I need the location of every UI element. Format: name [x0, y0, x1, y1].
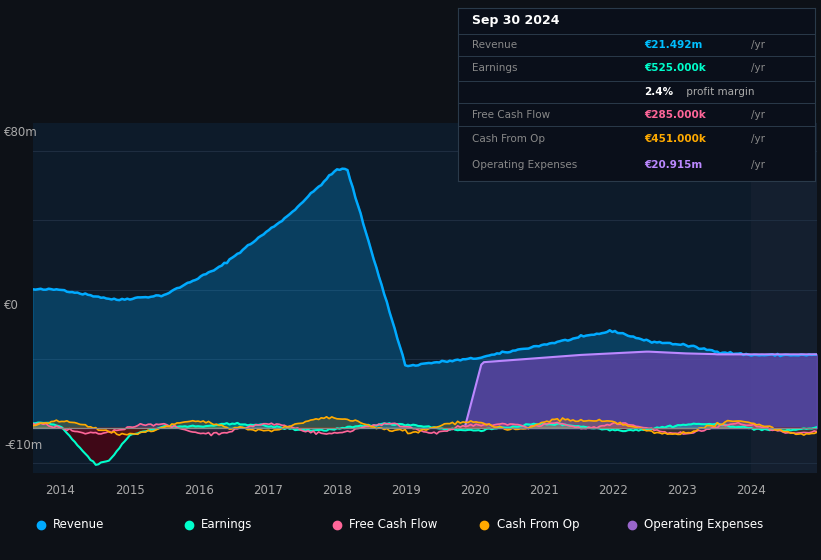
Text: 2016: 2016	[184, 484, 213, 497]
Text: 2023: 2023	[667, 484, 697, 497]
Bar	[751, 123, 821, 473]
Text: /yr: /yr	[751, 134, 765, 143]
Text: Revenue: Revenue	[472, 40, 517, 50]
Text: 2.4%: 2.4%	[644, 87, 673, 97]
Text: 2019: 2019	[391, 484, 421, 497]
Text: Free Cash Flow: Free Cash Flow	[472, 110, 551, 120]
Text: Operating Expenses: Operating Expenses	[472, 161, 578, 170]
Text: €20.915m: €20.915m	[644, 161, 702, 170]
Text: €525.000k: €525.000k	[644, 63, 705, 73]
Text: Free Cash Flow: Free Cash Flow	[349, 518, 438, 531]
Text: €80m: €80m	[4, 126, 38, 139]
Text: /yr: /yr	[751, 161, 765, 170]
Text: 2021: 2021	[529, 484, 559, 497]
Text: 2024: 2024	[736, 484, 766, 497]
Text: 2014: 2014	[45, 484, 76, 497]
Text: -€10m: -€10m	[4, 438, 43, 452]
Text: Cash From Op: Cash From Op	[472, 134, 545, 143]
Text: €451.000k: €451.000k	[644, 134, 706, 143]
Text: 2017: 2017	[253, 484, 282, 497]
Text: 2018: 2018	[322, 484, 351, 497]
Text: Operating Expenses: Operating Expenses	[644, 518, 764, 531]
Text: Cash From Op: Cash From Op	[497, 518, 579, 531]
Text: Earnings: Earnings	[201, 518, 253, 531]
Text: /yr: /yr	[751, 110, 765, 120]
Text: Revenue: Revenue	[53, 518, 105, 531]
Text: Earnings: Earnings	[472, 63, 518, 73]
Text: 2022: 2022	[599, 484, 628, 497]
Text: /yr: /yr	[751, 40, 765, 50]
Text: profit margin: profit margin	[683, 87, 754, 97]
Text: €285.000k: €285.000k	[644, 110, 705, 120]
Text: Sep 30 2024: Sep 30 2024	[472, 14, 560, 27]
Text: /yr: /yr	[751, 63, 765, 73]
Text: €0: €0	[4, 298, 19, 312]
Text: 2020: 2020	[460, 484, 490, 497]
Text: €21.492m: €21.492m	[644, 40, 702, 50]
Text: 2015: 2015	[115, 484, 144, 497]
